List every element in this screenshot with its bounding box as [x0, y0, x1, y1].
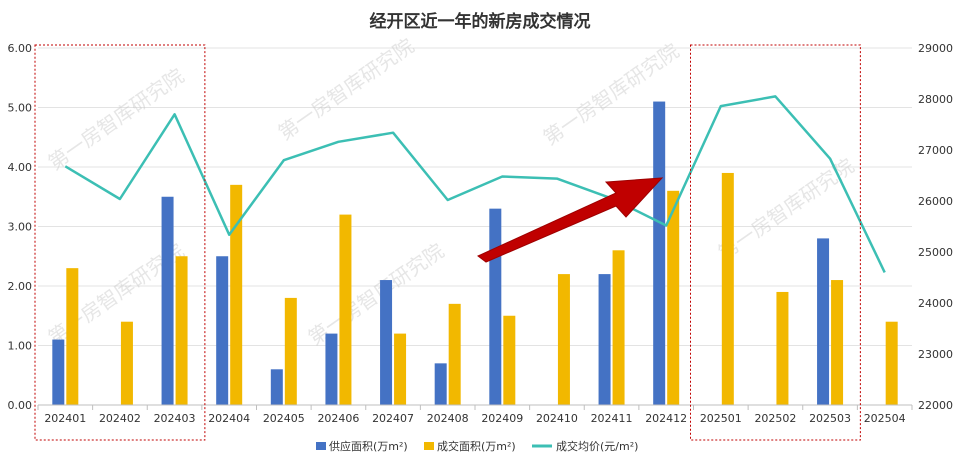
- watermark-text: 第一房智库研究院: [304, 239, 449, 350]
- bar-supply: [52, 339, 65, 405]
- bar-supply: [380, 280, 393, 405]
- watermark-text: 第一房智库研究院: [44, 64, 189, 175]
- bar-transaction: [284, 297, 297, 405]
- x-tick-label: 202404: [208, 412, 250, 425]
- x-tick-label: 202412: [645, 412, 687, 425]
- bar-supply: [489, 208, 502, 405]
- x-tick-label: 202407: [372, 412, 414, 425]
- bar-layer: [52, 101, 898, 406]
- highlight-box: [34, 44, 206, 441]
- x-tick-label: 202409: [481, 412, 523, 425]
- watermark-text: 第一房智库研究院: [274, 34, 419, 145]
- bar-transaction: [339, 214, 352, 405]
- x-tick-label: 202408: [427, 412, 469, 425]
- axis-layer: 0.00 1.00 2.00 3.00 4.00 5.00 6.00 22000 23000 24…: [8, 42, 954, 425]
- x-tick-label: 202401: [44, 412, 86, 425]
- bar-supply: [161, 196, 174, 405]
- y-right-tick-label: 23000: [918, 348, 953, 361]
- x-tick-label: 202403: [154, 412, 196, 425]
- y-left-tick-label: 2.00: [8, 280, 33, 293]
- line-avg-price: [64, 95, 886, 273]
- y-right-tick-label: 27000: [918, 144, 953, 157]
- bar-supply: [598, 274, 611, 405]
- x-tick-label: 202410: [536, 412, 578, 425]
- legend-label: 供应面积(万m²): [329, 439, 408, 453]
- y-left-tick-label: 1.00: [8, 340, 33, 353]
- x-tick-label: 202503: [809, 412, 851, 425]
- bar-transaction: [885, 321, 898, 405]
- bar-transaction: [175, 256, 188, 405]
- legend: 供应面积(万m²) 成交面积(万m²) 成交均价(元/m²): [316, 439, 638, 453]
- y-left-tick-label: 3.00: [8, 221, 33, 234]
- x-tick-label: 202411: [591, 412, 633, 425]
- bar-supply: [216, 256, 229, 405]
- highlight-layer: [34, 44, 861, 441]
- legend-swatch: [424, 442, 434, 450]
- bar-transaction: [776, 291, 789, 405]
- highlight-box: [690, 44, 861, 441]
- y-left-tick-label: 5.00: [8, 102, 33, 115]
- bar-transaction: [503, 315, 516, 405]
- bar-transaction: [448, 303, 461, 405]
- bar-transaction: [120, 321, 133, 405]
- trend-arrow: [477, 177, 664, 263]
- x-tick-label: 202402: [99, 412, 141, 425]
- legend-label: 成交面积(万m²): [437, 439, 516, 453]
- y-right-tick-label: 25000: [918, 246, 953, 259]
- legend-swatch: [316, 442, 326, 450]
- bar-transaction: [612, 250, 625, 405]
- bar-supply: [653, 101, 666, 406]
- y-left-tick-label: 4.00: [8, 161, 33, 174]
- x-tick-label: 202405: [263, 412, 305, 425]
- legend-label: 成交均价(元/m²): [556, 439, 638, 453]
- y-right-tick-label: 24000: [918, 297, 953, 310]
- bar-supply: [817, 238, 830, 405]
- y-right-tick-label: 22000: [918, 399, 953, 412]
- bar-transaction: [667, 190, 680, 405]
- trend-arrow-shape: [477, 177, 664, 263]
- x-tick-label: 202502: [754, 412, 796, 425]
- y-left-tick-label: 0.00: [8, 399, 33, 412]
- y-left-tick-label: 6.00: [8, 42, 33, 55]
- bar-transaction: [230, 184, 243, 405]
- bar-transaction: [557, 274, 570, 405]
- x-tick-label: 202504: [864, 412, 906, 425]
- bar-transaction: [66, 268, 79, 405]
- bar-supply: [270, 369, 283, 405]
- line-layer: [64, 95, 886, 273]
- y-right-tick-label: 29000: [918, 42, 953, 55]
- bar-supply: [325, 333, 338, 405]
- bar-transaction: [831, 280, 844, 405]
- bar-supply: [434, 363, 447, 405]
- x-tick-label: 202406: [317, 412, 359, 425]
- bar-transaction: [721, 172, 734, 405]
- bar-transaction: [394, 333, 407, 405]
- chart-title: 经开区近一年的新房成交情况: [370, 11, 591, 32]
- y-right-tick-label: 28000: [918, 93, 953, 106]
- x-tick-label: 202501: [700, 412, 742, 425]
- y-right-tick-label: 26000: [918, 195, 953, 208]
